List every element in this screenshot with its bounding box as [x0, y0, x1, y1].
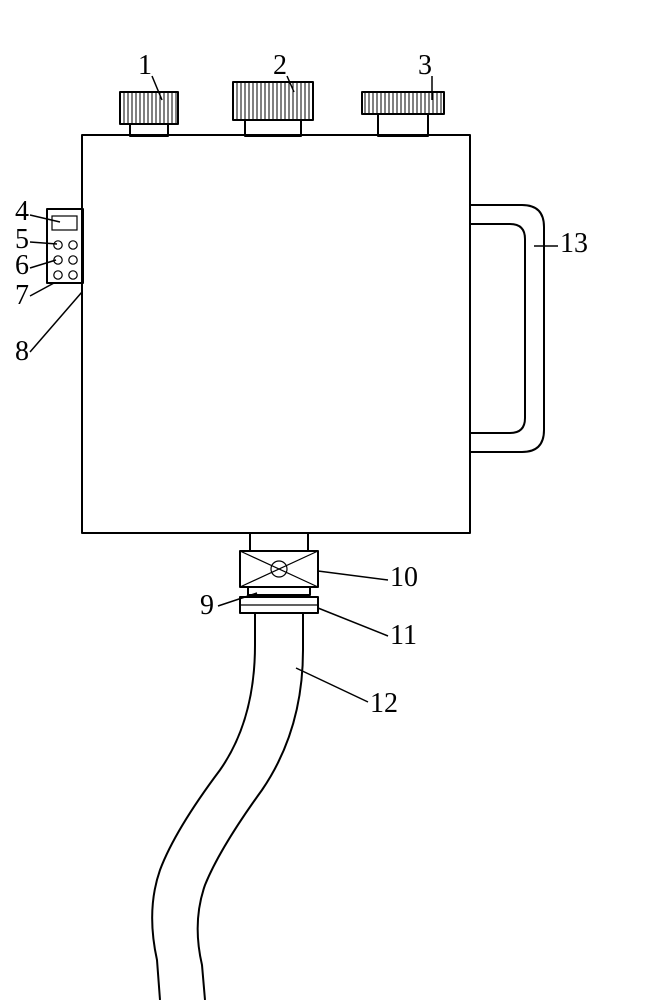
label-6: 6: [15, 250, 29, 282]
label-13: 13: [560, 228, 588, 260]
label-7: 7: [15, 280, 29, 312]
panel-screen: [52, 216, 77, 230]
main-body: [82, 135, 470, 533]
diagram-svg: [0, 0, 658, 1000]
outlet-assembly: [152, 533, 318, 1000]
panel-button: [54, 241, 62, 249]
label-10: 10: [390, 562, 418, 594]
label-2: 2: [273, 50, 287, 82]
hose-right: [198, 613, 303, 1000]
panel-button: [54, 271, 62, 279]
label-9: 9: [200, 590, 214, 622]
cap-1: [120, 92, 178, 136]
label-3: 3: [418, 50, 432, 82]
label-1: 1: [138, 50, 152, 82]
leader-lines: [30, 76, 558, 702]
label-11: 11: [390, 620, 417, 652]
hose-left: [152, 613, 255, 1000]
diagram-canvas: 1 2 3 4 5 6 7 8 9 10 11 12 13: [0, 0, 658, 1000]
label-12: 12: [370, 688, 398, 720]
valve-neck: [250, 533, 308, 551]
label-8: 8: [15, 336, 29, 368]
panel-button: [69, 241, 77, 249]
panel-button: [69, 256, 77, 264]
valve-flange: [248, 587, 310, 595]
handle: [470, 205, 544, 452]
panel-button: [69, 271, 77, 279]
cap-2: [233, 82, 313, 136]
